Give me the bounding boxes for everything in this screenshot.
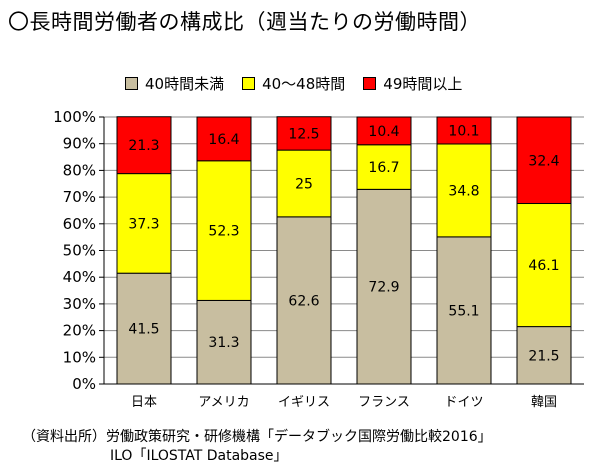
chart-legend: 40時間未満 40〜48時間 49時間以上 [125, 73, 462, 94]
bar-segment-40to48 [356, 144, 412, 190]
legend-label-over49: 49時間以上 [383, 75, 463, 93]
y-tick-label: 0% [72, 375, 96, 393]
bar-segment-over49 [116, 116, 172, 175]
legend-swatch-40to48 [242, 77, 256, 90]
y-tick-label: 80% [63, 161, 96, 179]
source-note: （資料出所）労働政策研究・研修機構「データブック国際労働比較2016」 ILO「… [22, 428, 492, 466]
data-label: 12.5 [288, 126, 319, 142]
legend-label-under40: 40時間未満 [145, 75, 225, 93]
bar-segment-over49 [196, 116, 252, 162]
data-label: 25 [295, 176, 313, 192]
x-tick-label: ドイツ [444, 395, 483, 410]
y-tick-label: 30% [63, 295, 96, 313]
x-tick-label: イギリス [278, 395, 330, 410]
data-label: 16.4 [208, 132, 239, 148]
y-tick-label: 60% [63, 215, 96, 233]
legend-swatch-over49 [363, 77, 377, 90]
data-label: 37.3 [128, 216, 159, 232]
data-label: 10.4 [368, 124, 399, 140]
y-tick-label: 40% [63, 268, 96, 286]
data-label: 55.1 [448, 303, 479, 319]
x-tick-label: アメリカ [198, 395, 249, 410]
data-label: 41.5 [128, 322, 159, 338]
bar-segment-over49 [516, 116, 572, 205]
source-line-2: ILO「ILOSTAT Database」 [110, 448, 288, 464]
data-label: 21.5 [528, 348, 559, 364]
data-label: 10.1 [448, 123, 479, 139]
y-tick-label: 50% [63, 242, 96, 260]
legend-item-over49: 49時間以上 [363, 73, 462, 94]
y-tick-label: 100% [53, 108, 96, 126]
bar-segment-under40 [436, 236, 492, 385]
y-tick-label: 10% [63, 348, 96, 366]
data-label: 62.6 [288, 293, 319, 309]
bar-segment-over49 [356, 116, 412, 146]
bar-segment-over49 [436, 116, 492, 145]
bar-segment-40to48 [116, 173, 172, 274]
source-line-1: （資料出所）労働政策研究・研修機構「データブック国際労働比較2016」 [22, 429, 492, 445]
bar-segment-40to48 [436, 143, 492, 238]
data-label: 52.3 [208, 224, 239, 240]
data-label: 31.3 [208, 335, 239, 351]
y-tick-label: 90% [63, 135, 96, 153]
legend-item-40to48: 40〜48時間 [242, 73, 345, 94]
x-tick-label: 日本 [131, 395, 157, 410]
legend-label-40to48: 40〜48時間 [262, 75, 346, 93]
bar-segment-under40 [276, 216, 332, 385]
data-label: 34.8 [448, 183, 479, 199]
data-label: 21.3 [128, 138, 159, 154]
bar-segment-under40 [356, 188, 412, 385]
legend-swatch-under40 [125, 77, 138, 90]
bar-segment-under40 [516, 326, 572, 385]
data-label: 46.1 [528, 258, 559, 274]
y-tick-label: 70% [63, 188, 96, 206]
bar-segment-over49 [276, 116, 332, 151]
bar-segment-40to48 [196, 160, 252, 301]
x-tick-label: 韓国 [531, 395, 557, 410]
bar-segment-under40 [196, 299, 252, 385]
data-label: 16.7 [368, 160, 399, 176]
data-label: 72.9 [368, 280, 399, 296]
x-tick-label: フランス [358, 395, 410, 410]
data-label: 32.4 [528, 153, 559, 169]
bar-segment-40to48 [276, 149, 332, 218]
legend-item-under40: 40時間未満 [125, 73, 224, 94]
bar-segment-40to48 [516, 203, 572, 328]
page-title: 〇長時間労働者の構成比（週当たりの労働時間） [8, 10, 481, 34]
y-tick-label: 20% [63, 322, 96, 340]
